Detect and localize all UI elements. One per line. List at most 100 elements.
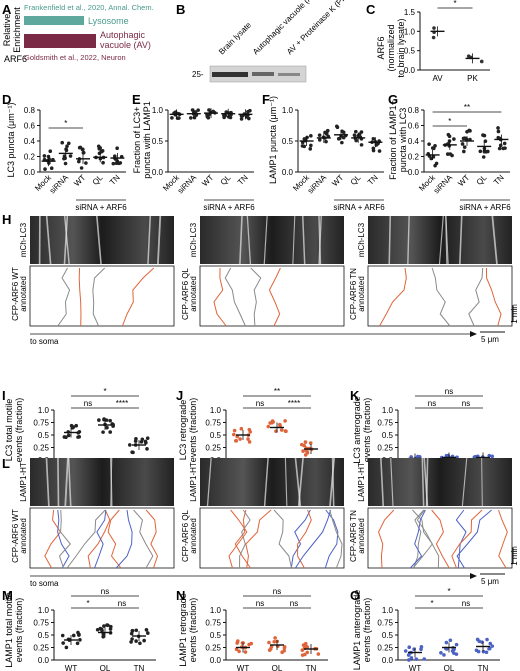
panel-letter-l: L	[2, 456, 10, 471]
x-tick-label: PK	[467, 74, 478, 83]
data-point	[267, 640, 271, 645]
data-point	[484, 650, 489, 655]
annotated-label: annotated	[19, 276, 28, 312]
data-point	[129, 631, 134, 636]
data-point	[487, 453, 492, 458]
blot-band-av	[252, 72, 274, 76]
data-point	[105, 425, 109, 430]
data-point	[62, 435, 67, 439]
data-point	[237, 649, 241, 654]
data-point	[300, 653, 305, 657]
kymograph-streak	[263, 215, 268, 265]
arrow-head-icon	[470, 573, 477, 579]
significance-label: ns	[290, 599, 298, 608]
panel-j-ylabel-1: LC3 retrograde	[178, 400, 188, 461]
kymograph-image	[200, 458, 344, 506]
data-point	[66, 141, 71, 146]
annotated-track	[412, 509, 433, 569]
data-point	[145, 436, 150, 440]
data-point	[60, 633, 65, 638]
data-point	[97, 151, 102, 156]
data-point	[481, 133, 485, 137]
significance-label: ****	[288, 399, 300, 408]
x-tick-label: siRNA	[432, 173, 455, 196]
x-tick-label: WT	[72, 173, 87, 188]
y-tick-label: 0.8	[408, 106, 420, 115]
panel-letter-b: B	[176, 2, 185, 17]
data-point	[481, 155, 486, 159]
data-point	[336, 137, 341, 141]
data-point	[267, 648, 272, 652]
data-point	[196, 108, 200, 112]
kymograph-streak	[294, 457, 302, 507]
data-point	[48, 149, 53, 154]
data-point	[232, 428, 237, 433]
construct-label: CFP-ARF6 TN	[349, 268, 358, 320]
arrow-head-icon	[470, 331, 477, 337]
data-point	[485, 637, 489, 642]
data-point	[442, 653, 446, 657]
panel-f: F LAMP1 puncta (μm⁻¹) 0.00.51.0MocksiRNA…	[262, 92, 385, 212]
data-point	[352, 133, 357, 137]
data-point	[189, 116, 193, 120]
data-point	[371, 146, 376, 151]
data-point	[316, 652, 321, 656]
group-label: siRNA + ARF6	[203, 203, 255, 212]
panel-a-ylabel-2: Enrichment	[12, 7, 22, 53]
x-tick-label: siRNA	[48, 173, 71, 196]
kymograph-image	[368, 458, 512, 506]
data-point	[283, 419, 287, 423]
data-point	[193, 110, 198, 114]
data-point	[490, 454, 495, 459]
annotated-track	[250, 267, 262, 327]
data-point	[305, 650, 310, 655]
data-point	[266, 424, 271, 429]
data-point	[282, 646, 287, 650]
significance-label: *	[64, 119, 67, 128]
significance-label: **	[274, 387, 280, 396]
data-point	[433, 144, 437, 148]
annotated-track	[228, 509, 248, 569]
data-point	[77, 435, 82, 439]
annotated-track	[431, 509, 450, 569]
data-point	[273, 636, 277, 640]
y-tick-label: 0.25	[33, 444, 49, 453]
data-point	[66, 433, 71, 438]
data-point	[144, 440, 148, 445]
data-point	[447, 134, 452, 139]
data-point	[431, 35, 436, 40]
annotated-track	[268, 267, 281, 327]
x-tick-label: QL	[475, 173, 489, 187]
data-point	[79, 166, 84, 170]
panel-c-ylabel-2: (normalized	[386, 24, 396, 71]
panel-letter-h: H	[2, 212, 11, 227]
data-point	[334, 124, 339, 129]
data-point	[303, 440, 308, 444]
panel-m-ylabel-1: LAMP1 total motile	[4, 592, 14, 668]
annotated-track	[66, 509, 106, 569]
data-point	[488, 641, 493, 646]
data-point	[419, 647, 423, 651]
annotated-track	[379, 267, 407, 327]
significance-label: ns	[84, 399, 92, 408]
panel-a-row-label: ARF6	[4, 54, 27, 64]
kymograph-streak	[57, 457, 60, 507]
data-point	[130, 637, 134, 641]
panel-i-ylabel-2: events (fraction)	[14, 398, 24, 463]
av-bar	[24, 34, 96, 48]
annotated-track	[431, 267, 451, 327]
construct-label: CFP-ARF6 WT	[11, 267, 20, 321]
y-tick-label: 1.0	[210, 606, 222, 615]
data-point	[101, 160, 105, 165]
y-tick-label: 1.0	[382, 406, 394, 415]
data-point	[377, 149, 382, 153]
data-point	[246, 109, 250, 114]
data-point	[305, 135, 309, 140]
data-point	[414, 657, 419, 662]
annotated-track	[456, 509, 492, 569]
data-point	[77, 159, 81, 164]
